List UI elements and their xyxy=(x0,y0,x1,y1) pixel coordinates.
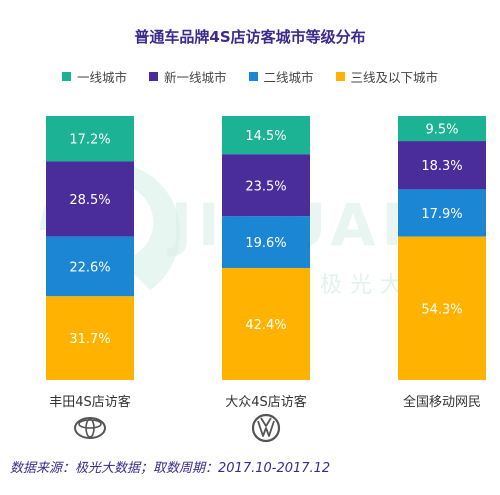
legend-label-tier3-below: 三线及以下城市 xyxy=(350,70,439,85)
bars-layer: 17.2% 28.5% 22.6% 31.7% 14.5% 23.5% 19.6% 42.4%… xyxy=(46,116,486,380)
bar-segment-0-2 xyxy=(46,236,134,297)
legend-label-new-tier1: 新一线城市 xyxy=(163,70,227,85)
bar-segment-1-0 xyxy=(222,116,310,155)
data-label-1-0: 14.5% xyxy=(245,129,286,144)
data-source-note: 数据来源：极光大数据；取数周期：2017.10-2017.12 xyxy=(10,461,331,476)
chart-title: 普通车品牌4S店访客城市等级分布 xyxy=(134,28,366,46)
legend-swatch-tier2 xyxy=(248,72,258,81)
data-label-2-1: 18.3% xyxy=(421,159,462,174)
legend-swatch-tier1 xyxy=(61,72,71,81)
bar-segment-1-2 xyxy=(222,216,310,269)
legend-label-tier2: 二线城市 xyxy=(263,70,314,85)
data-label-2-3: 54.3% xyxy=(421,302,462,317)
bar-segment-2-3 xyxy=(398,236,486,380)
data-label-0-0: 17.2% xyxy=(69,133,110,148)
legend-item-tier3-below: 三线及以下城市 xyxy=(335,67,439,86)
data-label-1-1: 23.5% xyxy=(245,179,286,194)
legend-label-tier1: 一线城市 xyxy=(76,70,127,85)
bar-segment-1-3 xyxy=(222,268,310,380)
toyota-logo-icon xyxy=(74,417,106,439)
bar-segment-0-0 xyxy=(46,116,134,162)
brand-icons-layer xyxy=(74,413,281,443)
legend-item-tier2: 二线城市 xyxy=(248,67,314,86)
data-label-0-1: 28.5% xyxy=(69,193,110,208)
volkswagen-logo-icon xyxy=(251,413,281,443)
data-label-2-0: 9.5% xyxy=(425,123,458,138)
chart-legend: 一线城市 新一线城市 二线城市 三线及以下城市 xyxy=(0,67,500,86)
bar-segment-2-1 xyxy=(398,141,486,190)
data-label-2-2: 17.9% xyxy=(421,207,462,222)
data-label-1-2: 19.6% xyxy=(245,236,286,251)
data-label-0-2: 22.6% xyxy=(69,260,110,275)
legend-swatch-new-tier1 xyxy=(148,72,158,81)
legend-item-tier1: 一线城市 xyxy=(61,67,127,86)
category-label-1: 大众4S店访客 xyxy=(225,394,307,410)
bar-segment-2-0 xyxy=(398,116,486,142)
category-labels-layer: 丰田4S店访客 大众4S店访客 全国移动网民 xyxy=(49,394,481,410)
legend-item-new-tier1: 新一线城市 xyxy=(148,67,227,86)
bar-segment-0-1 xyxy=(46,161,134,237)
category-label-2: 全国移动网民 xyxy=(403,394,481,410)
legend-swatch-tier3-below xyxy=(335,72,345,81)
bar-segment-2-2 xyxy=(398,189,486,237)
data-label-0-3: 31.7% xyxy=(69,332,110,347)
bar-segment-1-1 xyxy=(222,154,310,217)
category-label-0: 丰田4S店访客 xyxy=(49,394,131,410)
bar-segment-0-3 xyxy=(46,296,134,380)
data-label-1-3: 42.4% xyxy=(245,318,286,333)
